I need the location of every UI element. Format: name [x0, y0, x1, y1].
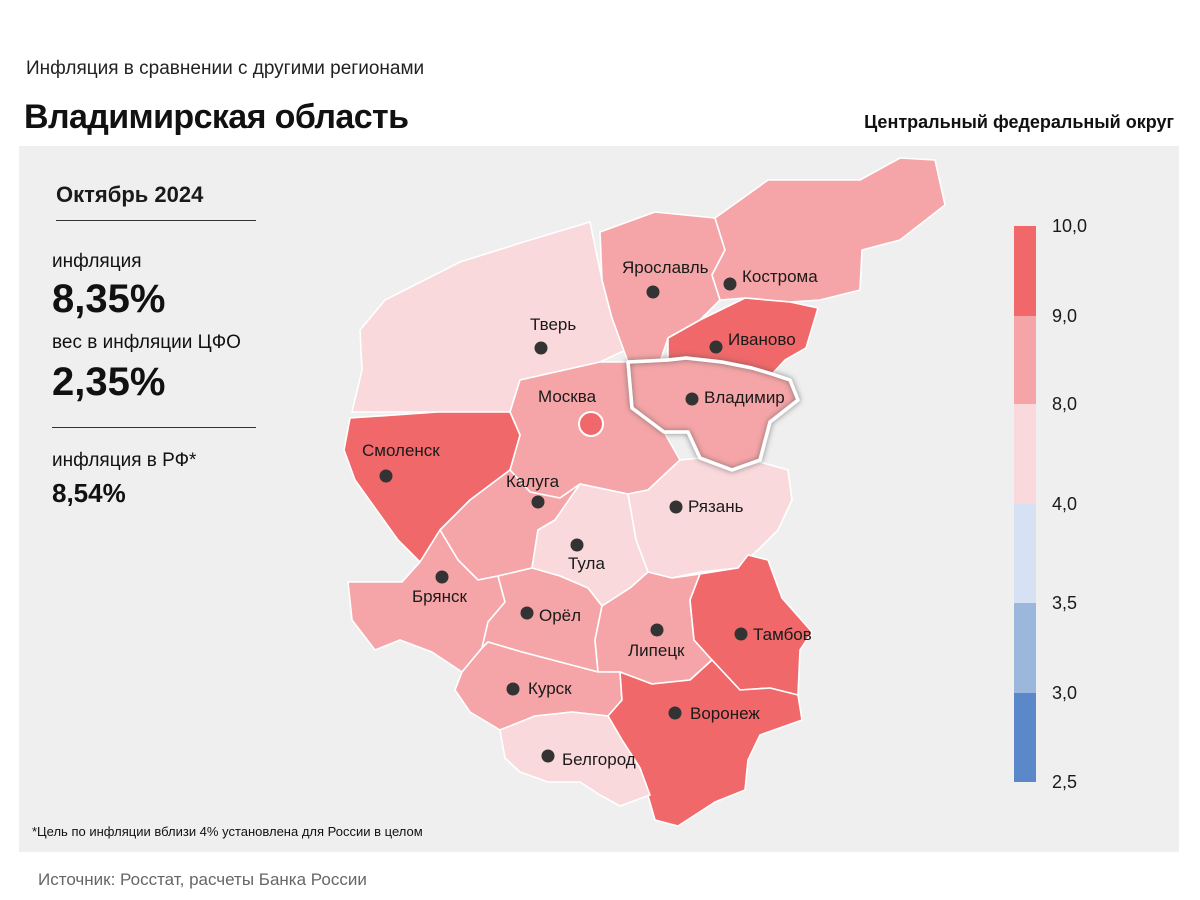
legend-swatch: [1014, 504, 1036, 603]
page-title: Владимирская область: [24, 98, 409, 136]
city-label: Тверь: [530, 315, 576, 334]
city-label: Кострома: [742, 267, 818, 286]
legend-swatch: [1014, 316, 1036, 404]
period-label: Октябрь 2024: [56, 182, 256, 221]
city-marker: [570, 538, 584, 552]
city-label: Рязань: [688, 497, 744, 516]
weight-value: 2,35%: [52, 360, 166, 404]
city-marker: [669, 500, 683, 514]
city-label: Тула: [568, 554, 605, 573]
inflation-value: 8,35%: [52, 277, 166, 321]
city-label: Курск: [528, 679, 572, 698]
city-label: Владимир: [704, 388, 785, 407]
legend-tick-label: 4,0: [1052, 494, 1077, 514]
city-marker: [520, 606, 534, 620]
city-marker: [379, 469, 393, 483]
color-scale-legend: 10,0 9,0 8,0 4,0 3,5 3,0 2,5: [1014, 216, 1087, 792]
weight-label: вес в инфляции ЦФО: [52, 332, 241, 353]
inflation-label: инфляция: [52, 251, 142, 272]
legend-tick-label: 2,5: [1052, 772, 1077, 792]
city-marker: [506, 682, 520, 696]
city-label: Брянск: [412, 587, 468, 606]
legend-tick-label: 3,0: [1052, 683, 1077, 703]
legend-tick-label: 3,5: [1052, 593, 1077, 613]
city-label: Липецк: [628, 641, 685, 660]
city-label: Москва: [538, 387, 597, 406]
city-marker: [668, 706, 682, 720]
city-marker: [709, 340, 723, 354]
highlight-outline: [626, 356, 800, 472]
region-belgorod[interactable]: [499, 711, 651, 807]
legend-tick-label: 8,0: [1052, 394, 1077, 414]
footnote: *Цель по инфляции вблизи 4% установлена …: [32, 824, 423, 839]
city-marker: [685, 392, 699, 406]
stats-panel: Октябрь 2024 инфляция 8,35% вес в инфляц…: [52, 182, 256, 509]
city-marker: [435, 570, 449, 584]
region-kostroma[interactable]: [711, 157, 946, 303]
legend-swatch: [1014, 226, 1036, 316]
city-marker: [531, 495, 545, 509]
legend-swatch: [1014, 404, 1036, 504]
legend-tick-label: 9,0: [1052, 306, 1077, 326]
city-marker: [723, 277, 737, 291]
region-tambov[interactable]: [689, 554, 813, 696]
divider: [52, 427, 256, 428]
city-label: Смоленск: [362, 441, 440, 460]
city-label: Иваново: [728, 330, 796, 349]
subtitle: Инфляция в сравнении с другими регионами: [26, 58, 425, 79]
city-label: Ярославль: [622, 258, 709, 277]
city-marker: [646, 285, 660, 299]
rf-inflation-value: 8,54%: [52, 478, 126, 508]
city-marker: [534, 341, 548, 355]
city-label: Тамбов: [753, 625, 812, 644]
rf-inflation-label: инфляция в РФ*: [52, 450, 197, 471]
city-label: Воронеж: [690, 704, 760, 723]
legend-swatch: [1014, 693, 1036, 782]
city-marker: [734, 627, 748, 641]
city-label: Орёл: [539, 606, 581, 625]
city-marker: [541, 749, 555, 763]
source-note: Источник: Росстат, расчеты Банка России: [38, 870, 367, 889]
city-marker: [650, 623, 664, 637]
city-label: Калуга: [506, 472, 560, 491]
city-label: Белгород: [562, 750, 636, 769]
legend-swatch: [1014, 603, 1036, 693]
legend-tick-label: 10,0: [1052, 216, 1087, 236]
city-marker: [578, 411, 604, 437]
district-label: Центральный федеральный округ: [864, 112, 1174, 132]
